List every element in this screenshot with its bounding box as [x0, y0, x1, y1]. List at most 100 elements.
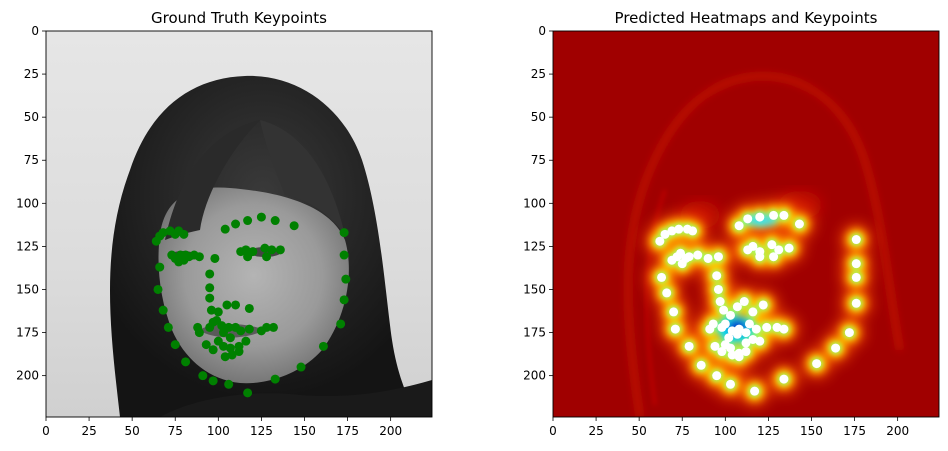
keypoint: [712, 371, 722, 381]
keypoint: [755, 252, 765, 262]
y-tick-label: 100: [16, 196, 39, 210]
predicted-keypoints: [655, 210, 861, 396]
keypoint: [655, 236, 665, 246]
keypoint: [227, 350, 237, 360]
x-tick-label: 50: [632, 424, 647, 438]
x-tick-label: 125: [757, 424, 780, 438]
keypoint: [732, 302, 742, 312]
keypoint: [213, 307, 223, 317]
heatmap-image: [553, 31, 939, 417]
keypoint: [208, 317, 218, 327]
keypoint: [158, 305, 168, 315]
keypoint: [318, 341, 328, 351]
keypoint: [693, 250, 703, 260]
keypoint: [748, 334, 758, 344]
keypoint: [784, 243, 794, 253]
keypoint: [713, 284, 723, 294]
keypoint: [289, 221, 299, 231]
x-tick-label: 175: [843, 424, 866, 438]
keypoint: [206, 305, 216, 315]
keypoint: [769, 210, 779, 220]
left-panel: 0 25 50 75 100 125 150 175 200 0 25 50 75 100 125 150 17…: [16, 9, 433, 438]
keypoint: [769, 252, 779, 262]
y-tick-label: 125: [523, 239, 546, 253]
keypoint: [296, 362, 306, 372]
x-tick-label: 25: [81, 424, 96, 438]
keypoint: [225, 333, 235, 343]
keypoint: [851, 259, 861, 269]
keypoint: [155, 262, 165, 272]
keypoint: [220, 352, 230, 362]
keypoint: [851, 235, 861, 245]
axes-frame-left: [45, 30, 433, 418]
keypoint: [213, 336, 223, 346]
keypoint: [720, 319, 730, 329]
chart-title-left: Ground Truth Keypoints: [151, 9, 327, 27]
keypoint: [244, 324, 254, 334]
keypoint: [725, 379, 735, 389]
keypoint: [260, 243, 270, 253]
keypoint: [667, 226, 677, 236]
keypoint: [222, 300, 232, 310]
keypoint: [224, 379, 234, 389]
keypoint: [762, 322, 772, 332]
keypoint: [727, 350, 737, 360]
keypoint: [831, 343, 841, 353]
y-tick-label: 25: [531, 67, 546, 81]
x-tick-label: 0: [42, 424, 50, 438]
x-tick-label: 200: [886, 424, 909, 438]
keypoint: [851, 272, 861, 282]
y-tick-label: 50: [24, 110, 39, 124]
x-tick-label: 175: [336, 424, 359, 438]
keypoint: [720, 340, 730, 350]
keypoint: [201, 340, 211, 350]
y-tick-label: 200: [16, 369, 39, 383]
keypoint: [205, 293, 215, 303]
keypoint: [851, 298, 861, 308]
keypoint: [662, 288, 672, 298]
axis-ticks-right: 0 25 50 75 100 125 150 175 200 0 25 50 75 100 125 150 17…: [523, 24, 909, 438]
keypoint: [339, 250, 349, 260]
keypoint: [677, 259, 687, 269]
keypoint: [696, 360, 706, 370]
keypoint: [715, 297, 725, 307]
keypoint: [710, 341, 720, 351]
keypoint: [734, 352, 744, 362]
keypoint: [739, 297, 749, 307]
keypoint: [670, 324, 680, 334]
keypoint: [194, 328, 204, 338]
keypoint: [231, 219, 241, 229]
x-tick-label: 75: [675, 424, 690, 438]
keypoint: [725, 310, 735, 320]
keypoint: [741, 347, 751, 357]
keypoint: [751, 324, 761, 334]
keypoint: [741, 338, 751, 348]
y-tick-label: 125: [16, 239, 39, 253]
keypoint: [205, 283, 215, 293]
keypoint: [225, 343, 235, 353]
keypoint: [341, 274, 351, 284]
x-tick-label: 200: [379, 424, 402, 438]
x-tick-label: 100: [207, 424, 230, 438]
y-tick-label: 50: [531, 110, 546, 124]
keypoint: [153, 284, 163, 294]
keypoint: [755, 212, 765, 222]
ground-truth-points: [151, 212, 351, 398]
keypoint: [732, 329, 742, 339]
keypoint: [708, 319, 718, 329]
keypoint: [774, 245, 784, 255]
keypoint: [194, 252, 204, 262]
keypoint: [779, 324, 789, 334]
keypoint: [339, 228, 349, 238]
keypoint: [170, 229, 180, 239]
keypoint: [741, 328, 751, 338]
keypoint: [794, 219, 804, 229]
keypoint: [748, 307, 758, 317]
keypoint: [170, 340, 180, 350]
x-tick-label: 125: [250, 424, 273, 438]
right-panel: 0 25 50 75 100 125 150 175 200 0 25 50 75 100 125 150 17…: [523, 9, 940, 438]
keypoint: [844, 328, 854, 338]
keypoint: [181, 357, 191, 367]
y-tick-label: 150: [523, 282, 546, 296]
